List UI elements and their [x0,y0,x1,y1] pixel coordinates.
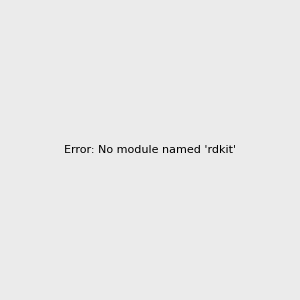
Text: Error: No module named 'rdkit': Error: No module named 'rdkit' [64,145,236,155]
